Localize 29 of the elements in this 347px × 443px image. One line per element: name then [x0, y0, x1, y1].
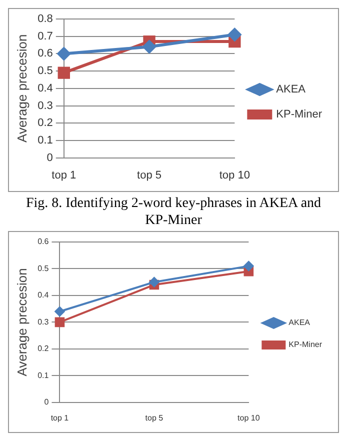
x-tick-label: top 1 [52, 169, 76, 182]
y-tick-label: 0.1 [38, 134, 53, 146]
x-tick-label: top 10 [219, 169, 250, 182]
y-tick-label: 0.4 [38, 290, 50, 300]
y-tick-label: 0.7 [38, 30, 53, 42]
y-tick-label: 0.1 [38, 370, 50, 380]
y-tick-label: 0.6 [38, 48, 53, 60]
legend-label: KP-Miner [276, 108, 322, 121]
y-tick-label: 0.3 [38, 317, 50, 326]
x-tick-label: top 5 [137, 169, 162, 182]
x-tick-label: top 5 [145, 413, 164, 422]
y-tick-label: 0.5 [38, 264, 50, 273]
x-tick-label: top 1 [50, 413, 70, 422]
y-tick-label: 0.3 [38, 100, 53, 112]
legend-label: AKEA [276, 84, 306, 96]
caption: Fig. 8. Identifying 2-word key-phrases in AKEA and KP-Miner [24, 195, 322, 230]
y-tick-label: 0.6 [38, 237, 50, 246]
y-tick-label: 0 [44, 398, 50, 407]
y-tick-label: 0.2 [38, 344, 50, 354]
y-axis-title: Average precesion [14, 268, 30, 376]
legend-label: AKEA [288, 318, 311, 328]
y-tick-label: 0.8 [38, 13, 53, 26]
y-tick-label: 0 [46, 152, 53, 164]
y-tick-label: 0.2 [38, 117, 53, 130]
y-tick-label: 0.5 [38, 65, 53, 78]
x-tick-label: top 10 [238, 413, 260, 422]
legend-label: KP-Miner [288, 340, 322, 350]
y-tick-label: 0.4 [38, 82, 53, 94]
y-axis-title: Average precesion [14, 34, 30, 142]
